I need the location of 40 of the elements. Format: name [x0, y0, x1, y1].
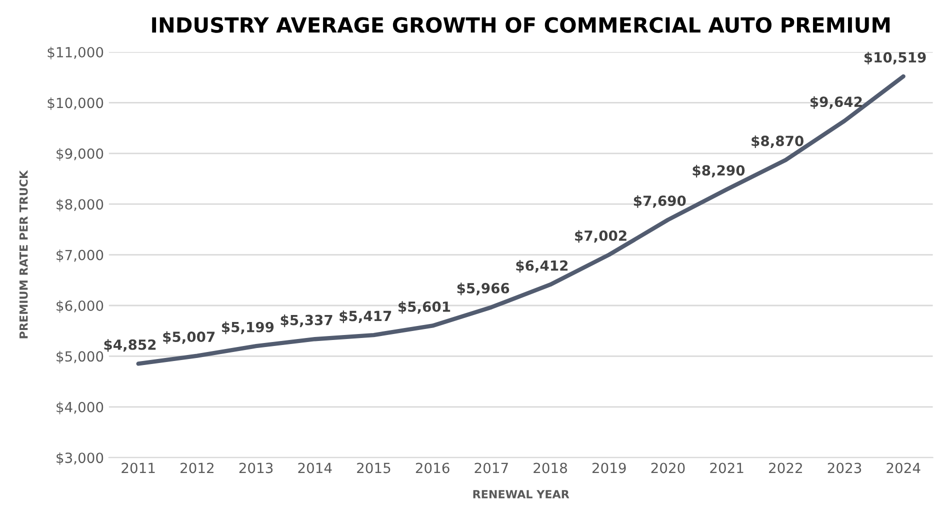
- data-label: $5,007: [163, 331, 215, 344]
- y-tick-label: $7,000: [56, 250, 104, 262]
- x-tick-label: 2016: [416, 462, 450, 474]
- y-tick-label: $11,000: [48, 46, 104, 60]
- x-tick-label: 2013: [239, 462, 273, 474]
- y-tick-label: $4,000: [56, 402, 104, 414]
- y-tick-label: $8,000: [56, 198, 104, 212]
- x-tick-label: 2019: [592, 462, 626, 474]
- y-tick-label: $10,000: [48, 97, 104, 110]
- x-tick-label: 2022: [769, 462, 802, 474]
- x-tick-label: 2012: [180, 462, 214, 474]
- data-label: $10,519: [864, 52, 926, 64]
- x-tick-label: 2020: [651, 462, 685, 474]
- data-label: $5,199: [222, 322, 274, 334]
- x-tick-label: 2011: [122, 462, 155, 474]
- data-label: $8,290: [692, 164, 745, 178]
- y-tick-label: $5,000: [56, 350, 104, 364]
- x-tick-label: 2015: [357, 462, 390, 474]
- data-label: $8,870: [752, 135, 804, 148]
- chart-title: INDUSTRY AVERAGE GROWTH OF COMMERCIAL AUTO PREMIUM: [152, 17, 890, 33]
- data-label: $7,002: [575, 230, 626, 243]
- x-tick-label: 2017: [474, 462, 508, 474]
- data-label: $5,966: [457, 282, 510, 296]
- data-label: $5,337: [280, 314, 332, 328]
- data-label: $5,417: [340, 310, 392, 324]
- data-label: $5,601: [398, 301, 450, 314]
- data-label: $9,642: [810, 96, 862, 109]
- x-tick-label: 2023: [828, 462, 862, 474]
- y-axis-title: PREMIUM RATE PER TRUCK: [19, 170, 28, 338]
- y-tick-label: $6,000: [56, 300, 104, 313]
- data-label: $4,852: [104, 339, 156, 352]
- x-tick-label: 2014: [298, 462, 332, 474]
- data-label: $7,690: [634, 195, 686, 208]
- y-tick-label: $9,000: [56, 148, 104, 161]
- x-axis-title: RENEWAL YEAR: [473, 490, 570, 498]
- y-tick-label: $3,000: [56, 452, 104, 465]
- data-label: $6,412: [516, 260, 568, 273]
- x-tick-label: 2021: [710, 462, 744, 474]
- x-tick-label: 2024: [886, 462, 920, 474]
- x-tick-label: 2018: [534, 462, 567, 474]
